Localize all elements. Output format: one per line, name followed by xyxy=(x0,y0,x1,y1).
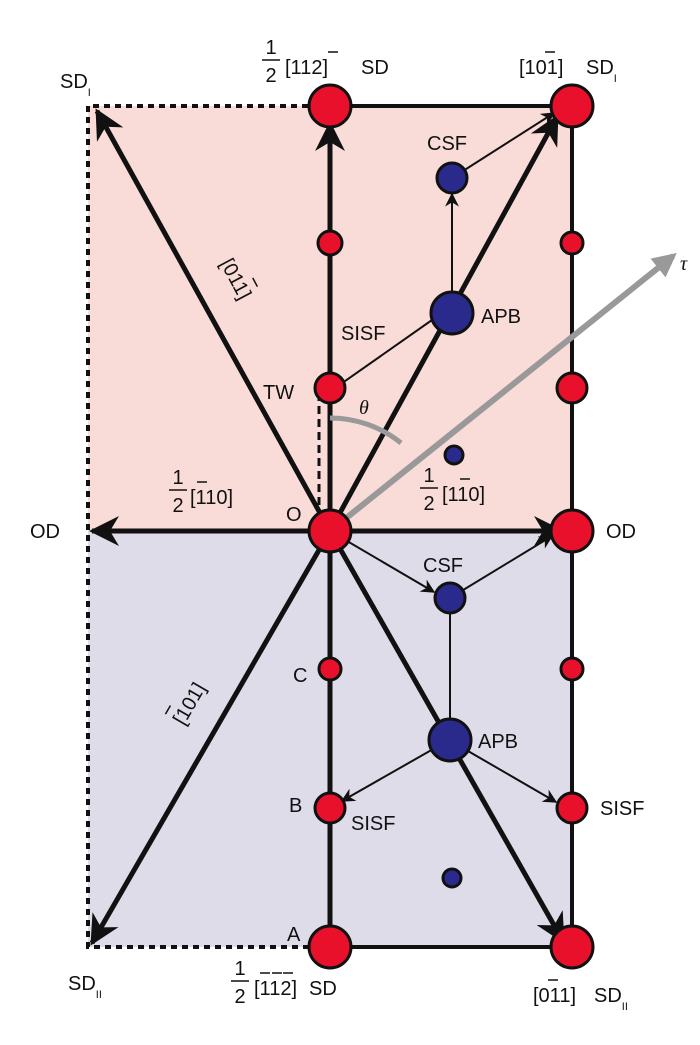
red-atom-sisf-right xyxy=(555,791,589,825)
label-bottom-center: 1 2 [112] SD xyxy=(231,958,337,1008)
svg-text:SDII: SDII xyxy=(594,985,628,1013)
blue-atom-csf-bottom xyxy=(433,581,467,615)
svg-text:1: 1 xyxy=(265,37,276,59)
svg-text:[101]: [101] xyxy=(519,57,563,79)
svg-text:SD: SD xyxy=(361,57,389,79)
label-sisf-bottom-left: SISF xyxy=(351,813,395,835)
svg-text:[112]: [112] xyxy=(254,978,297,1000)
label-sd-i-left: SDI xyxy=(60,71,91,99)
label-apb-top: APB xyxy=(481,306,521,328)
svg-text:1: 1 xyxy=(172,467,183,489)
red-atom-top-center xyxy=(307,83,353,129)
label-sisf-bottom-right: SISF xyxy=(600,798,644,820)
label-left-half-vec: 1 2 [110] xyxy=(169,467,233,517)
arrow-sd-i xyxy=(94,108,333,533)
label-csf-top: CSF xyxy=(427,133,467,155)
label-top-right: [101] SDI xyxy=(519,51,617,85)
arrow-sd-ii xyxy=(89,529,333,946)
svg-text:1: 1 xyxy=(423,465,434,487)
svg-text:[011]: [011] xyxy=(533,985,576,1007)
label-blue-half-vec: 1 2 [110] xyxy=(420,465,485,515)
thin-sisf-to-apb xyxy=(337,319,433,387)
label-sisf-top: SISF xyxy=(341,323,385,345)
red-atom-bottom-right xyxy=(549,924,595,970)
svg-text:SDI: SDI xyxy=(586,57,617,85)
blue-atom-apb-top xyxy=(429,290,475,336)
svg-text:2: 2 xyxy=(172,495,183,517)
svg-text:2: 2 xyxy=(265,65,276,87)
svg-text:2: 2 xyxy=(423,493,434,515)
svg-text:1: 1 xyxy=(234,958,245,980)
thin-csf-to-top-right xyxy=(451,112,556,179)
red-atom-upper-small xyxy=(316,229,344,257)
svg-text:SD: SD xyxy=(309,978,337,1000)
red-atom-c xyxy=(317,656,343,682)
red-atom-tw xyxy=(313,371,347,405)
svg-text:2: 2 xyxy=(234,986,245,1008)
svg-text:[112]: [112] xyxy=(285,57,328,79)
svg-text:[110]: [110] xyxy=(190,487,233,509)
dashed-boundary xyxy=(86,104,330,949)
label-bottom-right: [011] SDII xyxy=(533,979,628,1013)
label-sd-ii-left: SDII xyxy=(68,973,102,1001)
red-atom-right-mid xyxy=(555,371,589,405)
red-atoms xyxy=(307,83,595,970)
red-atom-b xyxy=(313,791,347,825)
label-od-left: OD xyxy=(30,521,60,543)
tau-arrow xyxy=(328,252,677,534)
label-top-center: 1 2 [112] SD xyxy=(262,37,389,87)
blue-atoms xyxy=(427,161,475,889)
label-point-a: A xyxy=(287,924,301,946)
label-theta: θ xyxy=(359,397,369,419)
label-origin: O xyxy=(286,504,302,526)
red-atom-origin xyxy=(307,508,353,554)
label-csf-bottom: CSF xyxy=(423,555,463,577)
red-atom-top-right xyxy=(549,83,595,129)
blue-atom-small-upper xyxy=(443,444,465,466)
label-apb-bottom: APB xyxy=(478,731,518,753)
blue-atom-small-lower xyxy=(441,867,463,889)
thin-csf-to-od xyxy=(449,535,554,599)
blue-atom-apb-bottom xyxy=(427,717,473,763)
red-atom-a xyxy=(307,924,353,970)
red-atom-right-small-lower xyxy=(559,656,585,682)
label-od-right: OD xyxy=(606,521,636,543)
theta-arc xyxy=(329,415,403,445)
red-atom-od-right xyxy=(549,508,595,554)
label-tw: TW xyxy=(263,382,294,404)
label-point-b: B xyxy=(289,795,302,817)
svg-text:[110]: [110] xyxy=(442,484,485,506)
red-atom-right-small-upper xyxy=(559,230,585,256)
label-tau: τ xyxy=(680,253,688,275)
blue-atom-csf-top xyxy=(435,161,469,195)
label-point-c: C xyxy=(293,665,307,687)
